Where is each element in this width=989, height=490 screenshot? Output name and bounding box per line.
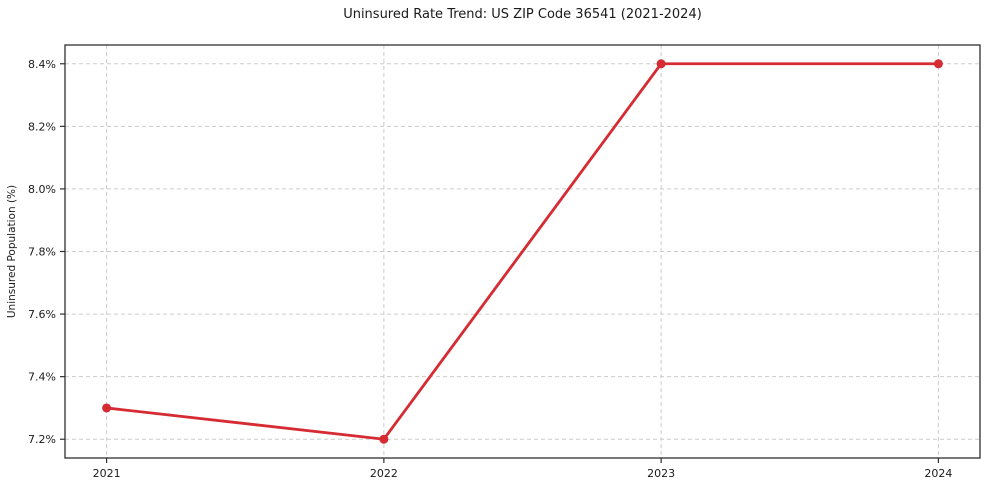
x-tick-label: 2022 <box>370 467 398 480</box>
x-tick-label: 2021 <box>93 467 121 480</box>
y-tick-label: 7.6% <box>28 308 56 321</box>
data-point-marker <box>656 59 666 69</box>
y-tick-label: 7.4% <box>28 371 56 384</box>
y-tick-label: 8.2% <box>28 120 56 133</box>
y-tick-label: 7.8% <box>28 246 56 259</box>
data-point-marker <box>102 403 112 413</box>
y-axis-label: Uninsured Population (%) <box>6 185 18 318</box>
data-point-marker <box>379 434 389 444</box>
trend-line <box>105 62 940 441</box>
data-point-marker <box>933 59 943 69</box>
y-tick-label: 8.4% <box>28 58 56 71</box>
y-tick-label: 7.2% <box>28 433 56 446</box>
y-tick-label: 8.0% <box>28 183 56 196</box>
chart-title: Uninsured Rate Trend: US ZIP Code 36541 … <box>343 7 702 22</box>
x-tick-label: 2024 <box>924 467 952 480</box>
x-tick-label: 2023 <box>647 467 675 480</box>
